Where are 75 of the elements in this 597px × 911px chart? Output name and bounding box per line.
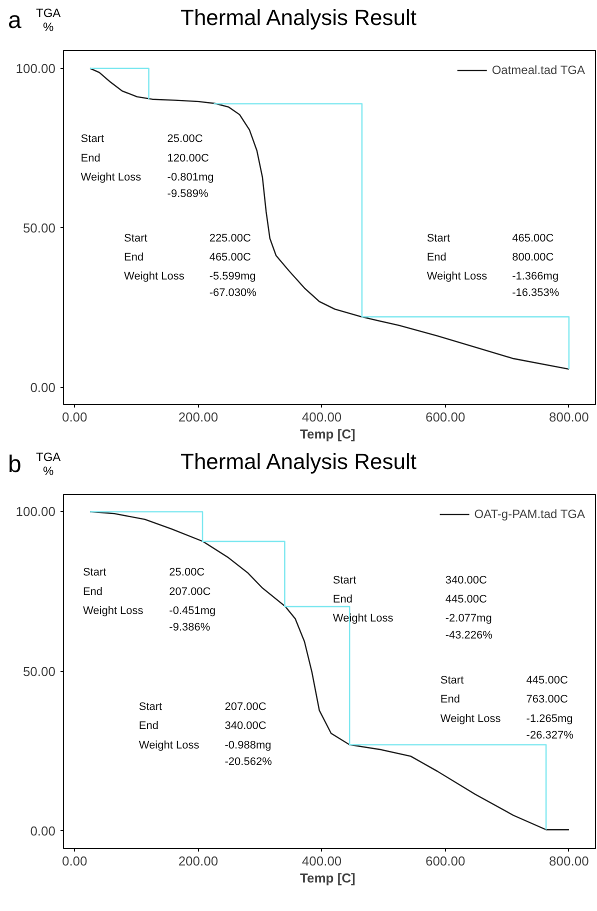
annotation: Weight Loss [124,270,185,283]
annotation: 340.00C [445,574,487,586]
annotation: Weight Loss [332,612,394,625]
annotation: 445.00C [526,674,568,687]
annotation: End [440,694,460,706]
annotation: End [80,152,100,164]
annotation: 763.00C [526,694,568,706]
y-tick-label: 50.00 [22,220,56,236]
x-axis-title: Temp [C] [300,870,356,886]
annotation: -20.562% [224,756,272,768]
annotation: Weight Loss [426,270,488,283]
annotation: Start [138,701,162,714]
x-tick-label: 200.00 [178,410,218,424]
annotation: -5.599mg [209,270,256,283]
annotation: Weight Loss [440,712,502,725]
annotation: -2.077mg [445,612,492,625]
annotation: -0.801mg [167,171,214,184]
annotation: -9.386% [169,622,210,634]
annotation: -0.451mg [169,605,216,618]
x-tick-label: 600.00 [425,410,466,424]
annotation: -26.327% [526,730,574,742]
y-axis-title: TGA % [36,6,61,34]
y-tick-label: 0.00 [30,380,56,395]
annotation: 340.00C [224,720,266,732]
x-tick-label: 400.00 [302,854,342,868]
annotation: -67.030% [209,287,257,300]
annotation: 25.00C [167,133,203,146]
annotation: Weight Loss [138,739,200,752]
annotation: -0.988mg [224,739,272,752]
x-axis-title: Temp [C] [300,426,356,442]
annotation: Start [332,574,356,586]
x-tick-label: 0.00 [62,854,88,868]
annotation: 465.00C [209,251,251,264]
annotation: Start [80,133,104,146]
y-tick-label: 100.00 [16,504,56,520]
y-tick-label: 100.00 [16,60,56,76]
x-tick-label: 600.00 [425,854,466,868]
annotation: Weight Loss [80,171,142,184]
y-tick-label: 0.00 [30,823,56,838]
x-tick-label: 800.00 [549,854,589,868]
annotation: End [426,251,446,264]
annotation: -43.226% [445,629,493,642]
annotation: 465.00C [512,232,554,244]
y-axis-title: TGA % [36,450,61,478]
annotation: 120.00C [167,152,209,164]
x-tick-label: 800.00 [549,410,589,424]
annotation: -9.589% [167,188,208,200]
chart-title: Thermal Analysis Result [180,449,416,474]
y-tick-label: 50.00 [22,664,56,679]
annotation: 25.00C [169,566,205,579]
annotation: -1.366mg [512,270,559,283]
annotation: 800.00C [512,251,554,264]
annotation: End [138,720,158,732]
legend-label: Oatmeal.tad TGA [492,63,585,77]
annotation: 207.00C [169,586,211,598]
annotation: End [82,586,103,598]
text: a [8,6,22,36]
annotation: Start [124,232,148,244]
annotation: End [332,594,352,606]
annotation: Weight Loss [82,605,144,618]
annotation: End [124,251,144,264]
annotation: 225.00C [209,232,251,244]
legend-label: OAT-g-PAM.tad TGA [474,507,585,521]
x-tick-label: 400.00 [302,410,342,424]
annotation: 445.00C [445,594,487,606]
text: b [8,450,22,480]
annotation: Start [82,566,106,579]
annotation: -1.265mg [526,712,573,725]
annotation: Start [426,232,450,244]
annotation: Start [440,674,464,687]
annotation: -16.353% [512,287,560,300]
chart-title: Thermal Analysis Result [180,5,416,30]
x-tick-label: 0.00 [62,410,88,424]
x-tick-label: 200.00 [178,854,218,868]
annotation: 207.00C [224,701,266,714]
